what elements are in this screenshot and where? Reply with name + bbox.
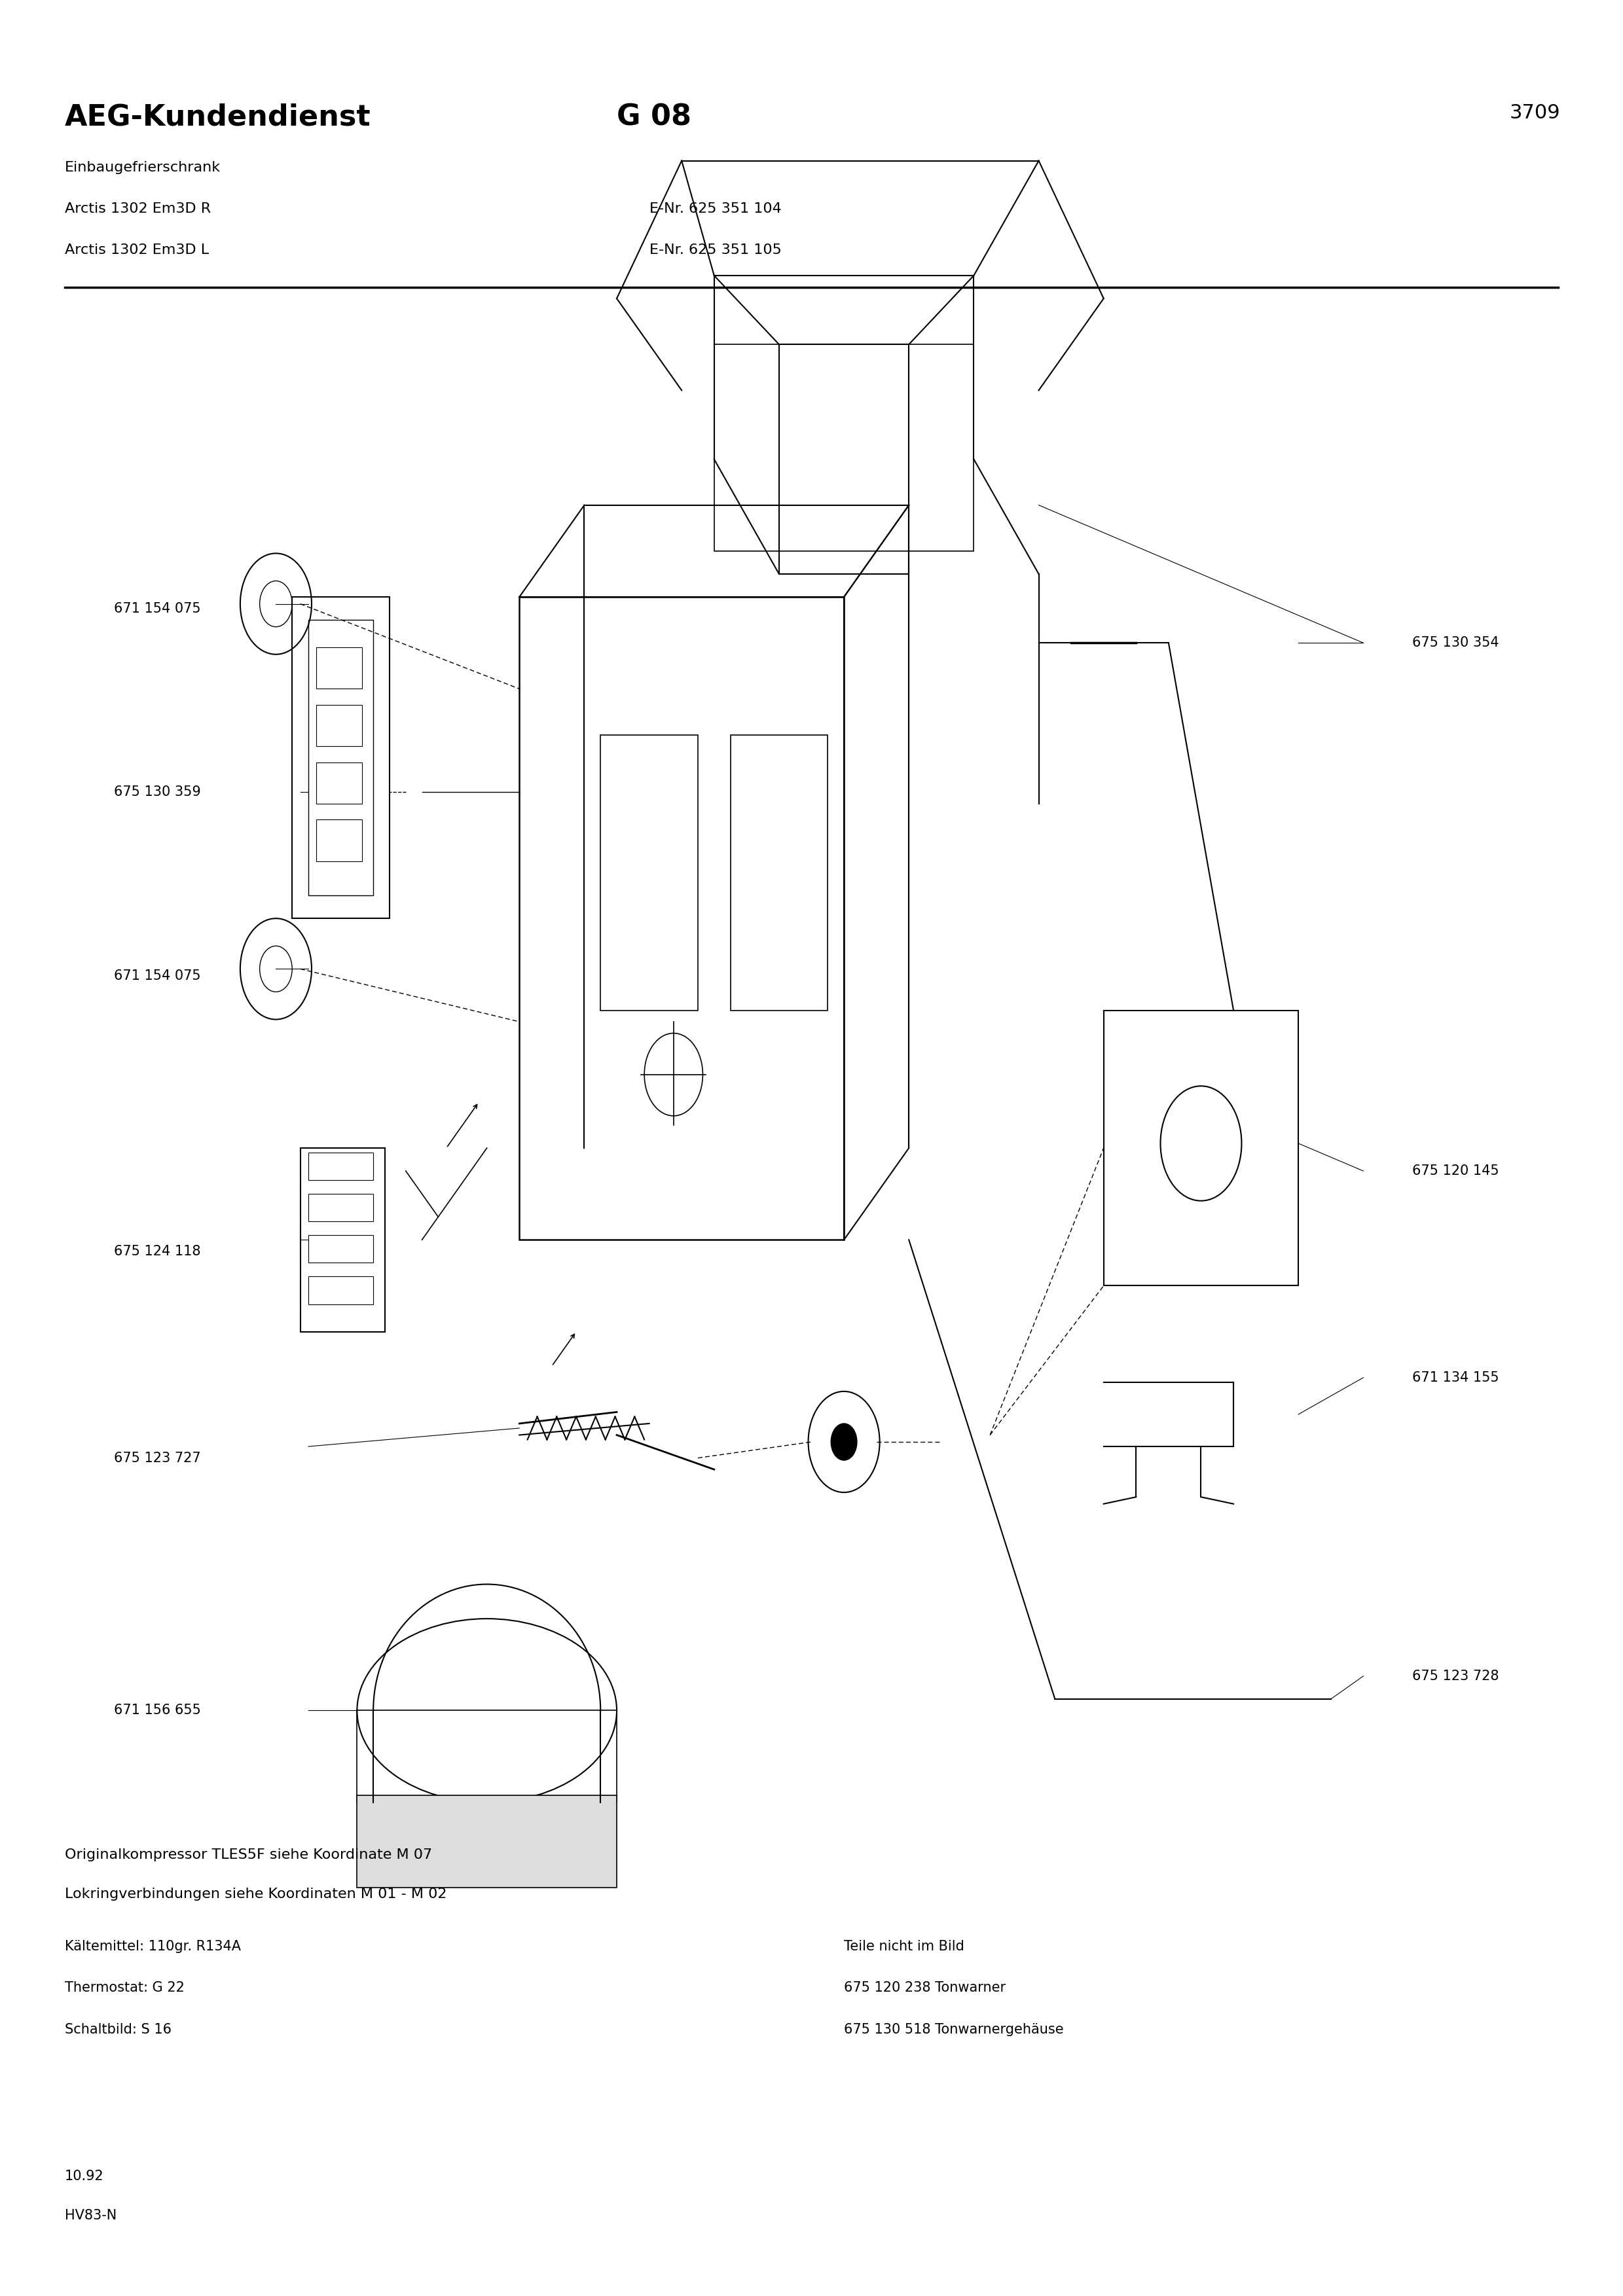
Bar: [519, 597, 844, 1240]
Text: E-Nr. 625 351 104: E-Nr. 625 351 104: [649, 202, 781, 216]
Text: 675 130 518 Tonwarnergehäuse: 675 130 518 Tonwarnergehäuse: [844, 2023, 1063, 2037]
Text: Thermostat: G 22: Thermostat: G 22: [65, 1981, 185, 1995]
Bar: [308, 1153, 373, 1180]
Text: E-Nr. 625 351 105: E-Nr. 625 351 105: [649, 243, 781, 257]
Text: 671 154 075: 671 154 075: [114, 969, 200, 983]
Bar: [308, 620, 373, 895]
Circle shape: [831, 1424, 857, 1460]
Text: Lokringverbindungen siehe Koordinaten M 01 - M 02: Lokringverbindungen siehe Koordinaten M …: [65, 1887, 446, 1901]
Text: 3709: 3709: [1509, 103, 1560, 122]
Text: Kältemittel: 110gr. R134A: Kältemittel: 110gr. R134A: [65, 1940, 242, 1954]
Bar: [308, 1277, 373, 1304]
Bar: [714, 344, 974, 551]
Text: 675 123 727: 675 123 727: [114, 1451, 200, 1465]
Text: Teile nicht im Bild: Teile nicht im Bild: [844, 1940, 964, 1954]
Text: 675 120 145: 675 120 145: [1412, 1164, 1498, 1178]
Text: Schaltbild: S 16: Schaltbild: S 16: [65, 2023, 172, 2037]
Text: 671 154 075: 671 154 075: [114, 602, 200, 615]
Text: 675 123 728: 675 123 728: [1412, 1669, 1498, 1683]
Bar: [316, 762, 362, 804]
Bar: [316, 820, 362, 861]
Bar: [308, 1194, 373, 1221]
Bar: [357, 1711, 617, 1802]
Bar: [316, 647, 362, 689]
Bar: [601, 735, 698, 1010]
Bar: [308, 1235, 373, 1263]
Text: AEG-Kundendienst: AEG-Kundendienst: [65, 103, 372, 131]
Bar: [730, 735, 828, 1010]
Text: Originalkompressor TLES5F siehe Koordinate M 07: Originalkompressor TLES5F siehe Koordina…: [65, 1848, 432, 1862]
Text: 671 134 155: 671 134 155: [1412, 1371, 1498, 1384]
Text: G 08: G 08: [617, 103, 691, 131]
Text: 675 130 354: 675 130 354: [1412, 636, 1498, 650]
Bar: [300, 1148, 385, 1332]
Text: 675 120 238 Tonwarner: 675 120 238 Tonwarner: [844, 1981, 1006, 1995]
Text: Arctis 1302 Em3D R: Arctis 1302 Em3D R: [65, 202, 211, 216]
Text: HV83-N: HV83-N: [65, 2209, 117, 2223]
Text: 10.92: 10.92: [65, 2170, 104, 2183]
Bar: [292, 597, 390, 918]
Text: 675 130 359: 675 130 359: [114, 785, 201, 799]
Bar: [357, 1795, 617, 1887]
Text: 675 124 118: 675 124 118: [114, 1244, 200, 1258]
Bar: [1104, 1010, 1298, 1286]
Bar: [316, 705, 362, 746]
Text: Arctis 1302 Em3D L: Arctis 1302 Em3D L: [65, 243, 209, 257]
Text: 671 156 655: 671 156 655: [114, 1704, 201, 1717]
Bar: [779, 344, 909, 574]
Text: Einbaugefrierschrank: Einbaugefrierschrank: [65, 161, 221, 174]
